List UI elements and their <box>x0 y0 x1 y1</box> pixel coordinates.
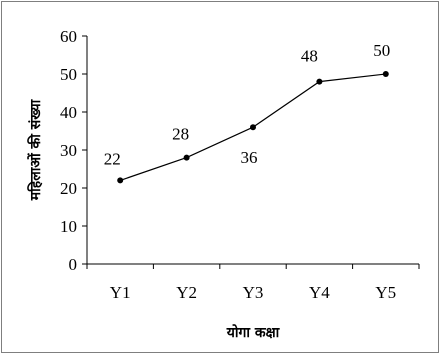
y-tick-label: 50 <box>60 65 77 84</box>
data-point <box>183 154 190 161</box>
data-label: 22 <box>104 149 121 168</box>
data-label: 28 <box>172 125 189 144</box>
x-axis-title: योगा कक्षा <box>226 324 281 341</box>
x-tick-label: Y1 <box>110 283 131 302</box>
x-tick-label: Y4 <box>309 283 330 302</box>
y-tick-label: 20 <box>60 179 77 198</box>
y-tick-label: 30 <box>60 141 77 160</box>
x-tick-label: Y5 <box>375 283 396 302</box>
line-chart: 0 10 20 30 40 50 60 Y1 Y2 Y3 Y4 Y5 22 28 36 48 50 योगा… <box>27 27 420 341</box>
data-point <box>316 78 323 85</box>
data-label: 50 <box>373 41 390 60</box>
data-point <box>250 124 256 131</box>
y-axis-ticks: 0 10 20 30 40 50 60 <box>60 27 87 274</box>
y-tick-label: 0 <box>69 255 78 274</box>
x-tick-label: Y2 <box>176 283 197 302</box>
chart-frame: 0 10 20 30 40 50 60 Y1 Y2 Y3 Y4 Y5 22 28 36 48 50 योगा… <box>1 1 439 353</box>
data-point <box>117 177 124 184</box>
y-tick-label: 40 <box>60 103 77 122</box>
data-label: 36 <box>241 148 258 167</box>
y-axis-title: महिलाओं की संख्या <box>27 98 44 201</box>
x-tick-label: Y3 <box>243 283 264 302</box>
data-labels: 22 28 36 48 50 <box>104 41 391 168</box>
y-tick-label: 10 <box>60 217 77 236</box>
data-label: 48 <box>301 47 318 66</box>
y-tick-label: 60 <box>60 27 77 46</box>
data-points <box>117 71 389 184</box>
data-point <box>382 71 389 77</box>
x-axis-ticks: Y1 Y2 Y3 Y4 Y5 <box>86 264 420 302</box>
